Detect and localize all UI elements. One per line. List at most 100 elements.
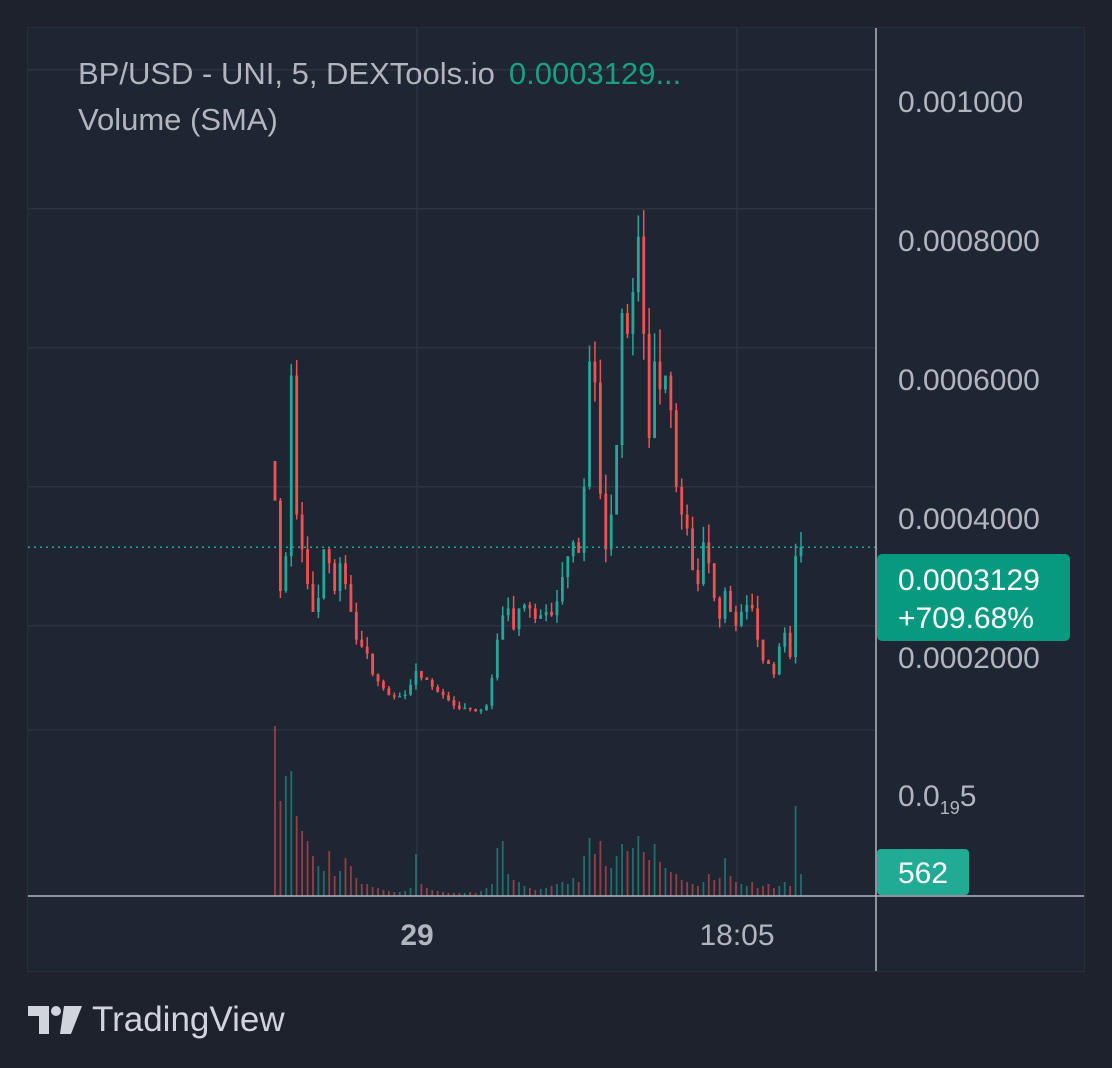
volume-bar (458, 893, 461, 896)
candle-body (642, 236, 646, 334)
candle (783, 627, 787, 653)
volume-bar (415, 854, 417, 896)
candle-body (631, 292, 635, 334)
volume-bar (491, 884, 493, 896)
symbol-title: BP/USD - UNI, 5, DEXTools.io (78, 56, 495, 91)
candle (360, 630, 364, 648)
candle (338, 557, 342, 602)
volume-bar (360, 884, 363, 896)
candle-body (664, 375, 667, 390)
candle (674, 403, 678, 493)
candle (588, 345, 591, 490)
candle (501, 606, 505, 640)
tradingview-logo-text: TradingView (92, 1000, 285, 1039)
candle (512, 595, 515, 631)
tradingview-logo[interactable]: TradingView (28, 1000, 285, 1040)
volume-bar (691, 884, 694, 896)
volume-bar (767, 884, 770, 896)
volume-bar (290, 771, 293, 896)
volume-bar (783, 882, 786, 896)
candle-body (279, 500, 282, 591)
candle-body (495, 639, 499, 678)
candle-body (338, 563, 342, 591)
chart-panel[interactable]: 0.001000 0.0008000 0.0006000 0.0004000 0… (27, 27, 1085, 972)
candle-body (783, 632, 787, 647)
volume-legend: Volume (SMA) (78, 102, 278, 137)
volume-bar (518, 882, 520, 896)
candle (604, 474, 608, 563)
candle (289, 363, 293, 567)
candle (430, 678, 434, 691)
price-axis-label: 0.0008000 (898, 225, 1040, 258)
volume-bar (350, 866, 352, 896)
volume-bar (561, 882, 564, 896)
last-price-badge (877, 554, 1070, 641)
candle (739, 604, 743, 628)
candle (490, 674, 494, 710)
candle-body (501, 615, 505, 640)
candle-body (788, 632, 792, 658)
candle-body (523, 604, 526, 609)
candle (365, 637, 369, 660)
candle-body (485, 705, 488, 710)
candle-body (354, 611, 358, 640)
candle-body (799, 547, 803, 557)
candle (550, 602, 553, 617)
volume-bar (648, 860, 651, 896)
volume-bar (556, 884, 558, 896)
candle-body (598, 382, 602, 494)
candle-body (636, 236, 640, 293)
candle-body (457, 705, 461, 709)
candle (626, 303, 629, 339)
volume-bar (344, 858, 347, 896)
volume-bar (762, 886, 764, 896)
grid (28, 28, 876, 896)
candle (767, 659, 770, 664)
volume-bar (355, 878, 358, 896)
volume-bar (778, 886, 781, 896)
price-chart[interactable]: 0.001000 0.0008000 0.0006000 0.0004000 0… (28, 28, 1084, 971)
volume-bar (485, 888, 488, 896)
volume-bar (279, 801, 282, 896)
candle (306, 536, 309, 590)
candle-body (316, 597, 320, 612)
candle (295, 359, 299, 520)
candle-body (425, 677, 429, 680)
legend-last-price: 0.0003129... (508, 56, 682, 91)
volume-bar (496, 848, 499, 896)
candle-body (582, 486, 586, 553)
candle-body (517, 608, 521, 630)
candle (344, 555, 347, 590)
price-axis-label: 0.0006000 (898, 364, 1040, 397)
candle (598, 359, 602, 500)
candle-body (387, 688, 391, 696)
volume-bar (756, 888, 759, 896)
volume-bar (621, 844, 623, 896)
candle (636, 215, 640, 302)
candle (376, 673, 380, 687)
candle (533, 603, 537, 624)
candle (734, 605, 738, 632)
candle-body (767, 660, 770, 664)
candle (333, 559, 337, 595)
volume-bar (474, 893, 477, 896)
candle (392, 692, 396, 700)
volume-bar (702, 882, 705, 896)
candle-body (414, 670, 418, 685)
volume-bar (387, 891, 390, 896)
candle-body (653, 361, 656, 439)
candle (788, 626, 792, 660)
candle-body (436, 686, 440, 692)
volume-bar (751, 882, 754, 896)
candle (658, 329, 662, 405)
candle-body (609, 514, 613, 550)
volume-bar (274, 726, 276, 896)
volume-bar (659, 862, 661, 896)
candle (436, 684, 440, 693)
candle-body (691, 528, 694, 571)
volume-bar (322, 871, 325, 896)
candle (441, 688, 445, 699)
candle-body (718, 597, 722, 619)
candle-body (490, 677, 494, 706)
candle-body (577, 542, 581, 553)
